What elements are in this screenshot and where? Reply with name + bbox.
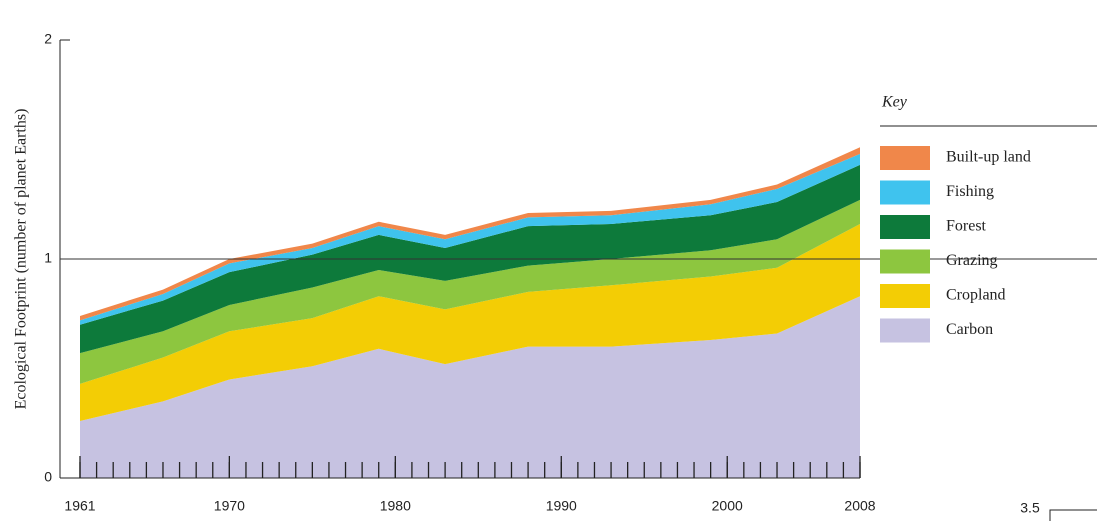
y-tick-label: 0 xyxy=(44,469,52,485)
other-axis-fragment xyxy=(1049,509,1097,521)
legend-swatch xyxy=(880,284,930,308)
legend-label: Built-up land xyxy=(946,149,1031,166)
legend-label: Fishing xyxy=(946,183,994,200)
x-tick-label: 1970 xyxy=(214,498,245,514)
legend-title: Key xyxy=(881,94,908,111)
legend-swatch xyxy=(880,146,930,170)
y-tick-label: 1 xyxy=(44,250,52,266)
x-tick-label: 2008 xyxy=(844,498,875,514)
area xyxy=(80,296,860,478)
x-tick-label: 1990 xyxy=(546,498,577,514)
legend-swatch xyxy=(880,215,930,239)
legend-swatch xyxy=(880,249,930,274)
legend-label: Grazing xyxy=(946,252,998,269)
area xyxy=(80,199,860,384)
x-tick-label: 1961 xyxy=(64,498,95,514)
y-axis-title: Ecological Footprint (number of planet E… xyxy=(13,109,30,410)
other-axis-label: 3.5 xyxy=(1020,500,1040,516)
x-tick-label: 1980 xyxy=(380,498,411,514)
y-tick-label: 2 xyxy=(44,31,52,47)
area xyxy=(80,223,860,422)
legend-label: Carbon xyxy=(946,321,993,338)
area xyxy=(80,153,860,325)
legend-swatch xyxy=(880,318,930,343)
x-tick-label: 2000 xyxy=(712,498,743,514)
legend-label: Cropland xyxy=(946,287,1006,304)
legend-label: Forest xyxy=(946,218,987,235)
legend-swatch xyxy=(880,180,930,205)
